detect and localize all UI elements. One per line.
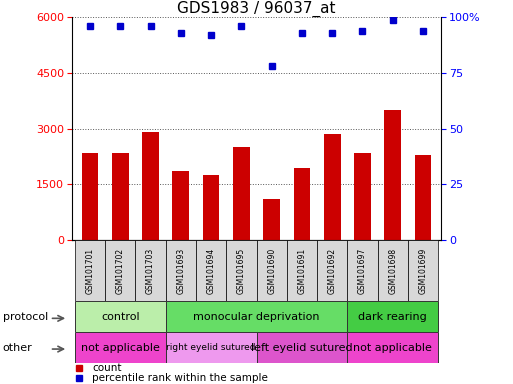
Text: GSM101701: GSM101701 [86, 248, 94, 294]
Bar [293, 168, 310, 240]
Bar [226, 240, 256, 301]
Bar [166, 332, 256, 363]
Bar [75, 301, 166, 332]
Bar [196, 240, 226, 301]
Title: GDS1983 / 96037_at: GDS1983 / 96037_at [177, 1, 336, 17]
Bar [256, 240, 287, 301]
Text: GSM101703: GSM101703 [146, 248, 155, 294]
Bar [263, 199, 280, 240]
Text: GSM101691: GSM101691 [298, 248, 306, 294]
Text: count: count [92, 362, 122, 372]
Bar [408, 240, 438, 301]
Text: GSM101695: GSM101695 [237, 248, 246, 294]
Text: GSM101697: GSM101697 [358, 248, 367, 294]
Text: not applicable: not applicable [353, 343, 432, 353]
Bar [105, 240, 135, 301]
Text: other: other [3, 343, 32, 353]
Text: GSM101693: GSM101693 [176, 248, 185, 294]
Bar [256, 332, 347, 363]
Bar [233, 147, 250, 240]
Bar [142, 132, 159, 240]
Text: protocol: protocol [3, 312, 48, 322]
Bar [415, 155, 431, 240]
Bar [378, 240, 408, 301]
Text: left eyelid sutured: left eyelid sutured [251, 343, 353, 353]
Bar [203, 175, 220, 240]
Bar [135, 240, 166, 301]
Bar [112, 153, 129, 240]
Bar [166, 240, 196, 301]
Text: GSM101694: GSM101694 [207, 248, 215, 294]
Bar [347, 301, 438, 332]
Text: dark rearing: dark rearing [359, 312, 427, 322]
Bar [384, 110, 401, 240]
Bar [75, 240, 105, 301]
Text: right eyelid sutured: right eyelid sutured [166, 343, 256, 352]
Bar [287, 240, 317, 301]
Bar [166, 301, 347, 332]
Bar [347, 332, 438, 363]
Bar [324, 134, 341, 240]
Bar [172, 171, 189, 240]
Text: percentile rank within the sample: percentile rank within the sample [92, 372, 268, 383]
Bar [317, 240, 347, 301]
Bar [354, 153, 371, 240]
Text: GSM101702: GSM101702 [116, 248, 125, 294]
Text: GSM101698: GSM101698 [388, 248, 397, 294]
Text: GSM101690: GSM101690 [267, 248, 276, 294]
Text: monocular deprivation: monocular deprivation [193, 312, 320, 322]
Text: control: control [101, 312, 140, 322]
Text: GSM101699: GSM101699 [419, 248, 427, 294]
Bar [82, 153, 98, 240]
Bar [347, 240, 378, 301]
Text: not applicable: not applicable [81, 343, 160, 353]
Bar [75, 332, 166, 363]
Text: GSM101692: GSM101692 [328, 248, 337, 294]
